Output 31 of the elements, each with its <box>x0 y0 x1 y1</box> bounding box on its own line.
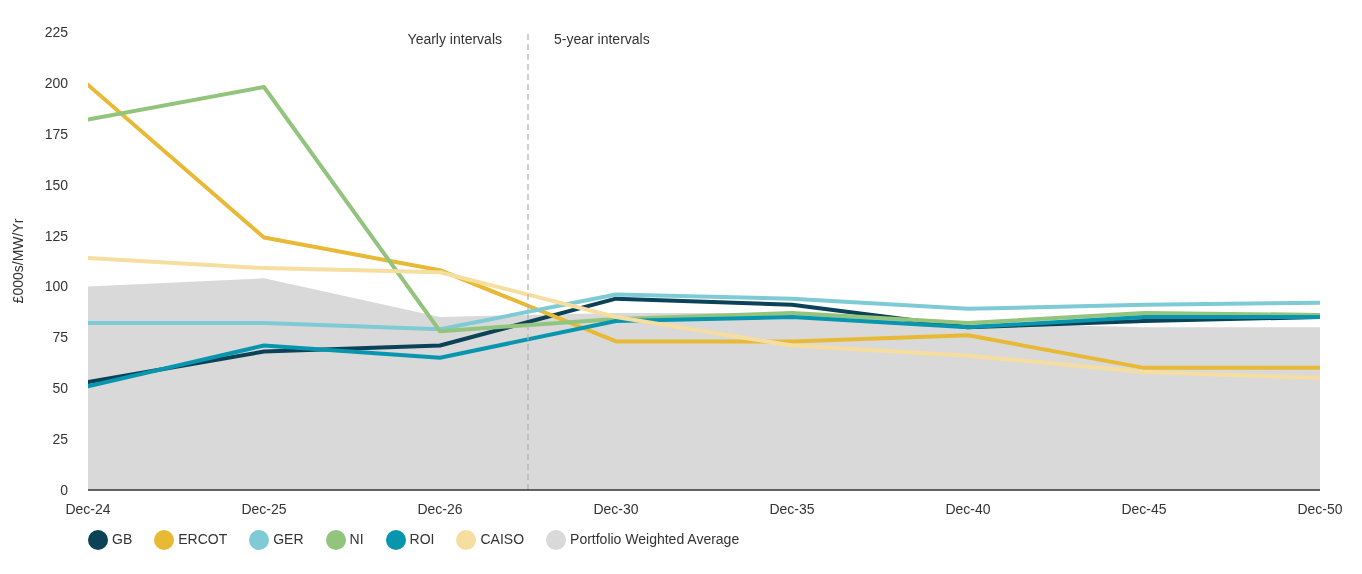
annotation: 5-year intervals <box>554 31 650 47</box>
legend-label: NI <box>349 530 364 547</box>
y-tick-label: 150 <box>44 176 69 193</box>
y-tick-label: 0 <box>60 481 69 498</box>
y-tick-label: 25 <box>52 431 69 448</box>
y-axis-title: £000s/MW/Yr <box>9 218 26 304</box>
y-tick-label: 75 <box>52 329 69 346</box>
line-series <box>88 255 1320 381</box>
annotation: Yearly intervals <box>407 31 502 47</box>
y-tick-label: 175 <box>44 125 69 142</box>
legend-label: GB <box>112 530 133 547</box>
x-tick-label: Dec-50 <box>1297 500 1343 517</box>
x-tick-label: Dec-25 <box>241 500 287 517</box>
x-tick-label: Dec-45 <box>1121 500 1167 517</box>
legend-label: ROI <box>409 530 435 547</box>
y-tick-label: 200 <box>44 74 69 91</box>
line-series <box>88 292 1320 332</box>
line-series <box>88 314 1320 389</box>
y-tick-label: 50 <box>52 380 69 397</box>
x-tick-label: Dec-24 <box>65 500 111 517</box>
y-tick-label: 100 <box>44 278 69 295</box>
legend-label: Portfolio Weighted Average <box>570 530 740 547</box>
legend-label: CAISO <box>480 530 525 547</box>
legend-label: ERCOT <box>178 530 228 547</box>
legend-label: GER <box>273 530 304 547</box>
y-tick-label: 225 <box>44 23 69 40</box>
x-tick-label: Dec-30 <box>593 500 639 517</box>
y-tick-label: 125 <box>44 227 69 244</box>
x-tick-label: Dec-26 <box>417 500 463 517</box>
x-tick-label: Dec-40 <box>945 500 991 517</box>
x-tick-label: Dec-35 <box>769 500 815 517</box>
